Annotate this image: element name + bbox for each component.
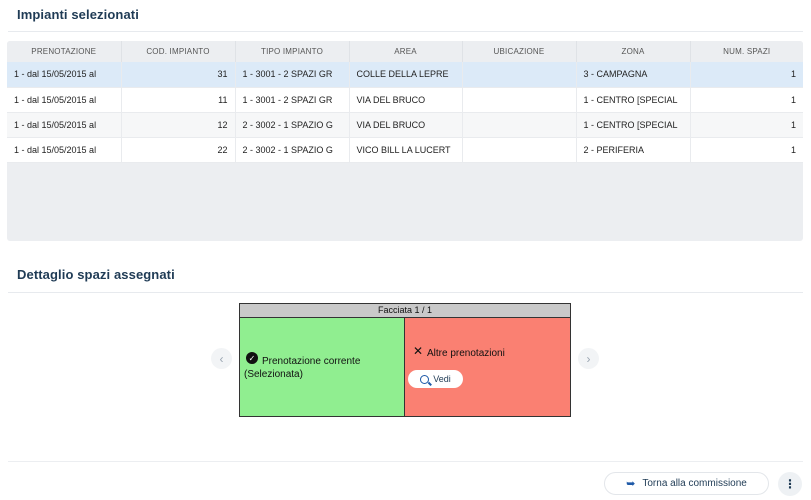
cell-area: VICO BILL LA LUCERT	[349, 137, 463, 163]
cell-cod-impianto: 11	[121, 87, 236, 113]
cell-ubicazione	[462, 112, 577, 138]
column-header-tipo-impianto[interactable]: TIPO IMPIANTO	[235, 41, 350, 62]
table-row[interactable]: 1 - dal 15/05/2015 al 11 1 - 3001 - 2 SP…	[7, 87, 803, 113]
more-options-button[interactable]: ⋮	[778, 472, 802, 496]
table-row[interactable]: 1 - dal 15/05/2015 al 12 2 - 3002 - 1 SP…	[7, 112, 803, 138]
other-bookings-label: Altre prenotazioni	[427, 348, 505, 359]
cell-tipo-impianto: 1 - 3001 - 2 SPAZI GR	[235, 62, 350, 88]
cell-cod-impianto: 31	[121, 62, 236, 88]
cell-prenotazione: 1 - dal 15/05/2015 al	[7, 62, 122, 88]
cell-ubicazione	[462, 137, 577, 163]
divider	[8, 31, 803, 32]
cell-tipo-impianto: 2 - 3002 - 1 SPAZIO G	[235, 112, 350, 138]
back-to-commission-label: Torna alla commissione	[642, 478, 747, 489]
cell-prenotazione: 1 - dal 15/05/2015 al	[7, 112, 122, 138]
check-circle-icon: ✓	[246, 352, 258, 364]
facade-header: Facciata 1 / 1	[240, 304, 570, 318]
divider	[8, 461, 803, 462]
column-header-num-spazi[interactable]: NUM. SPAZI	[690, 41, 803, 62]
cell-zona: 2 - PERIFERIA	[576, 137, 691, 163]
section-title-impianti: Impianti selezionati	[17, 7, 139, 22]
cell-ubicazione	[462, 87, 577, 113]
cell-prenotazione: 1 - dal 15/05/2015 al	[7, 87, 122, 113]
slot-current-booking[interactable]: ✓ Prenotazione corrente (Selezionata)	[240, 318, 405, 416]
cell-area: VIA DEL BRUCO	[349, 112, 463, 138]
cell-num-spazi: 1	[690, 137, 803, 163]
cell-tipo-impianto: 1 - 3001 - 2 SPAZI GR	[235, 87, 350, 113]
close-icon: ✕	[413, 344, 424, 358]
divider	[8, 292, 803, 293]
cell-num-spazi: 1	[690, 87, 803, 113]
search-icon	[420, 374, 430, 384]
cell-prenotazione: 1 - dal 15/05/2015 al	[7, 137, 122, 163]
cell-tipo-impianto: 2 - 3002 - 1 SPAZIO G	[235, 137, 350, 163]
section-title-dettaglio: Dettaglio spazi assegnati	[17, 267, 175, 282]
cell-zona: 3 - CAMPAGNA	[576, 62, 691, 88]
back-to-commission-button[interactable]: ➥ Torna alla commissione	[604, 472, 769, 495]
vedi-label: Vedi	[433, 374, 451, 384]
cell-zona: 1 - CENTRO [SPECIAL	[576, 112, 691, 138]
impianti-grid: PRENOTAZIONE COD. IMPIANTO TIPO IMPIANTO…	[7, 41, 803, 241]
next-facade-button[interactable]: ›	[578, 348, 599, 369]
column-header-ubicazione[interactable]: UBICAZIONE	[462, 41, 577, 62]
column-header-area[interactable]: AREA	[349, 41, 463, 62]
column-header-prenotazione[interactable]: PRENOTAZIONE	[7, 41, 122, 62]
prev-facade-button[interactable]: ‹	[211, 348, 232, 369]
vedi-button[interactable]: Vedi	[408, 370, 463, 388]
current-booking-label: Prenotazione corrente (Selezionata)	[244, 356, 361, 380]
slot-other-bookings[interactable]: ✕ Altre prenotazioni Vedi	[405, 318, 570, 416]
reply-arrow-icon: ➥	[626, 478, 636, 490]
cell-cod-impianto: 22	[121, 137, 236, 163]
cell-ubicazione	[462, 62, 577, 88]
cell-area: COLLE DELLA LEPRE	[349, 62, 463, 88]
column-header-zona[interactable]: ZONA	[576, 41, 691, 62]
cell-zona: 1 - CENTRO [SPECIAL	[576, 87, 691, 113]
table-row[interactable]: 1 - dal 15/05/2015 al 31 1 - 3001 - 2 SP…	[7, 62, 803, 88]
column-header-cod-impianto[interactable]: COD. IMPIANTO	[121, 41, 236, 62]
facade-panel: Facciata 1 / 1 ✓ Prenotazione corrente (…	[239, 303, 571, 417]
cell-area: VIA DEL BRUCO	[349, 87, 463, 113]
facade-body: ✓ Prenotazione corrente (Selezionata) ✕ …	[240, 318, 570, 416]
impianti-table: PRENOTAZIONE COD. IMPIANTO TIPO IMPIANTO…	[7, 41, 803, 163]
table-row[interactable]: 1 - dal 15/05/2015 al 22 2 - 3002 - 1 SP…	[7, 137, 803, 163]
table-header-row: PRENOTAZIONE COD. IMPIANTO TIPO IMPIANTO…	[7, 41, 803, 62]
cell-num-spazi: 1	[690, 112, 803, 138]
cell-cod-impianto: 12	[121, 112, 236, 138]
cell-num-spazi: 1	[690, 62, 803, 88]
